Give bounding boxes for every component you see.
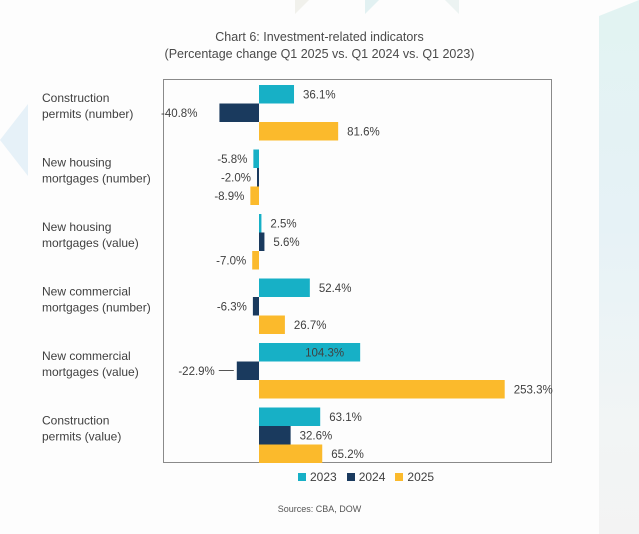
decorative-triangle-top bbox=[445, 0, 459, 14]
bars-group bbox=[218, 85, 505, 463]
data-label: 104.3% bbox=[305, 348, 344, 360]
bar-2025 bbox=[259, 122, 339, 141]
data-label: -40.8% bbox=[161, 108, 197, 120]
legend-item-2023: 2023 bbox=[298, 470, 337, 484]
data-label: -22.9% bbox=[178, 366, 214, 378]
bar-2023 bbox=[259, 343, 361, 362]
data-label: 26.7% bbox=[294, 320, 327, 332]
category-label: Construction permits (value) bbox=[42, 414, 121, 444]
legend-item-2024: 2024 bbox=[346, 470, 386, 484]
decorative-triangle-top bbox=[365, 0, 379, 14]
data-label: 65.2% bbox=[331, 449, 364, 461]
data-label: 253.3% bbox=[514, 385, 553, 397]
bar-2024 bbox=[252, 297, 259, 316]
bar-2023 bbox=[259, 85, 295, 104]
bar-2025 bbox=[250, 186, 259, 205]
data-label: -6.3% bbox=[217, 302, 247, 314]
data-label: -2.0% bbox=[221, 173, 251, 185]
category-label: New housing mortgages (value) bbox=[42, 220, 139, 250]
data-label: 81.6% bbox=[347, 127, 380, 139]
bar-2024 bbox=[236, 361, 259, 380]
bar-2023 bbox=[259, 278, 310, 297]
data-label: -7.0% bbox=[216, 256, 246, 268]
bar-2025 bbox=[252, 251, 259, 270]
data-label: -8.9% bbox=[214, 191, 244, 203]
bar-2024 bbox=[257, 168, 259, 187]
data-label: -5.8% bbox=[217, 154, 247, 166]
data-label: 32.6% bbox=[300, 431, 333, 443]
data-label: 36.1% bbox=[303, 90, 336, 102]
labels-group: Construction permits (number) 36.1% -40.8% 8… bbox=[42, 90, 553, 462]
category-label: New commercial mortgages (number) bbox=[42, 285, 151, 315]
legend-label-2023: 2023 bbox=[310, 470, 337, 484]
data-label: 5.6% bbox=[273, 237, 299, 249]
chart-subtitle: (Percentage change Q1 2025 vs. Q1 2024 v… bbox=[164, 47, 475, 61]
legend-swatch-2023 bbox=[298, 473, 306, 481]
data-label: 52.4% bbox=[319, 283, 352, 295]
bar-2024 bbox=[219, 103, 259, 122]
decorative-arrow-right bbox=[593, 0, 639, 16]
bar-2023 bbox=[253, 149, 259, 168]
bar-2025 bbox=[259, 315, 285, 334]
category-label: Construction permits (number) bbox=[42, 91, 133, 121]
decorative-band-right bbox=[599, 16, 639, 534]
legend-swatch-2024 bbox=[346, 473, 355, 481]
legend-label-2024: 2024 bbox=[358, 470, 386, 484]
data-label: 2.5% bbox=[270, 219, 296, 231]
category-label: New commercial mortgages (value) bbox=[42, 349, 139, 379]
source-note: Sources: CBA, DOW bbox=[277, 504, 362, 514]
bar-2023 bbox=[259, 407, 321, 426]
bar-2025 bbox=[259, 380, 505, 399]
legend-item-2025: 2025 bbox=[395, 470, 434, 484]
bar-2024 bbox=[259, 426, 291, 445]
legend-swatch-2025 bbox=[395, 473, 404, 481]
category-label: New housing mortgages (number) bbox=[42, 156, 151, 186]
bar-2025 bbox=[259, 444, 323, 463]
legend-label-2025: 2025 bbox=[407, 470, 435, 484]
legend: 2023 2024 2025 bbox=[298, 470, 434, 484]
plot-area-frame bbox=[163, 79, 552, 463]
bar-2023 bbox=[259, 214, 262, 233]
decorative-triangle-top bbox=[295, 0, 309, 14]
data-label: 63.1% bbox=[329, 412, 362, 424]
decorative-triangle-left bbox=[0, 104, 28, 176]
chart-title: Chart 6: Investment-related indicators bbox=[215, 30, 424, 44]
bar-2024 bbox=[259, 232, 265, 251]
